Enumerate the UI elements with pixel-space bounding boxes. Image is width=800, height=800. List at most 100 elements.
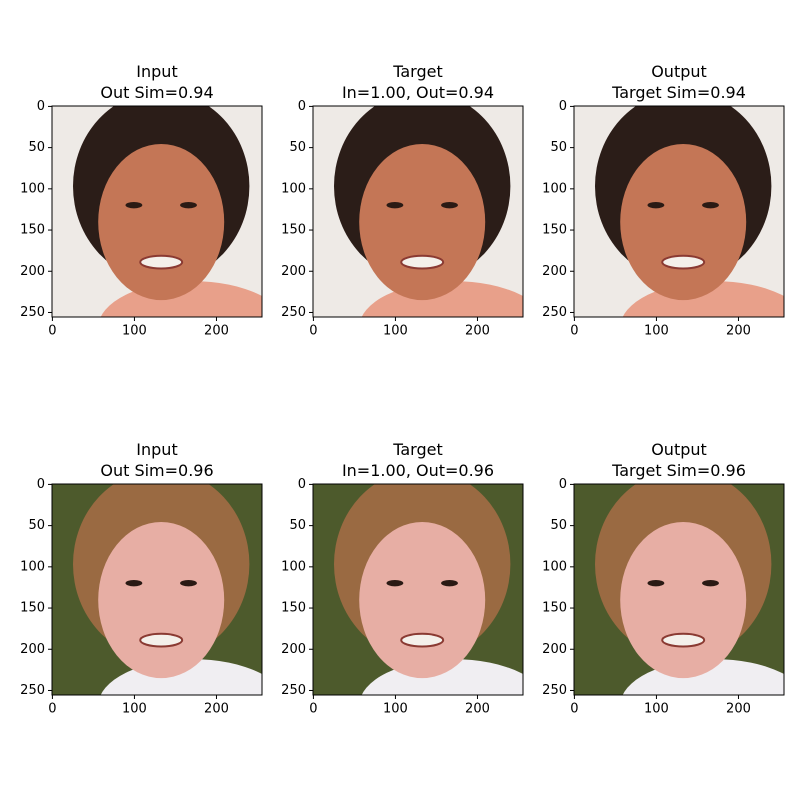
y-tick-label: 150: [281, 601, 306, 616]
x-tick-label: 0: [48, 702, 56, 717]
subplot-title: Output: [651, 62, 707, 81]
subplot-title: Target: [392, 440, 443, 459]
y-tick-label: 0: [559, 477, 567, 492]
eye: [125, 580, 143, 587]
face: [620, 521, 747, 679]
y-tick-label: 200: [20, 642, 45, 657]
y-tick-label: 50: [28, 140, 45, 155]
subplot-title: Target: [392, 62, 443, 81]
y-tick-label: 200: [20, 264, 45, 279]
eye: [125, 202, 143, 209]
y-tick-label: 150: [20, 601, 45, 616]
x-tick-label: 0: [48, 324, 56, 339]
y-tick-label: 50: [289, 140, 306, 155]
eye: [702, 580, 719, 587]
image: [313, 106, 523, 317]
x-tick-label: 100: [122, 702, 147, 717]
subplot-subtitle: In=1.00, Out=0.94: [342, 83, 494, 102]
mouth: [400, 632, 445, 648]
axes-frame: [312, 483, 524, 696]
face: [359, 521, 486, 679]
y-tick-label: 0: [298, 477, 306, 492]
axes-frame: [573, 105, 785, 318]
x-tick-label: 100: [122, 324, 147, 339]
y-tick-label: 100: [20, 559, 45, 574]
y-tick-label: 50: [550, 140, 567, 155]
face: [359, 143, 486, 301]
x-tick-label: 100: [383, 324, 408, 339]
subplot-subtitle: Out Sim=0.96: [100, 461, 213, 480]
y-tick-label: 200: [281, 264, 306, 279]
y-tick-label: 250: [542, 683, 567, 698]
x-tick-label: 200: [726, 702, 751, 717]
y-tick-label: 250: [20, 305, 45, 320]
x-tick-label: 0: [309, 324, 317, 339]
x-tick-label: 200: [726, 324, 751, 339]
mouth: [661, 632, 706, 648]
y-tick-label: 200: [281, 642, 306, 657]
mouth: [139, 632, 184, 648]
axes-frame: [51, 483, 263, 696]
axes-frame: [573, 483, 785, 696]
face: [620, 143, 747, 301]
eye: [702, 202, 719, 209]
y-tick-label: 250: [281, 683, 306, 698]
image: [313, 484, 523, 695]
y-tick-label: 150: [281, 223, 306, 238]
y-tick-label: 50: [550, 518, 567, 533]
y-tick-label: 250: [20, 683, 45, 698]
image: [574, 484, 784, 695]
y-tick-label: 100: [281, 559, 306, 574]
x-tick-label: 100: [644, 324, 669, 339]
y-tick-label: 50: [28, 518, 45, 533]
mouth: [400, 254, 445, 270]
subplot-subtitle: Out Sim=0.94: [100, 83, 213, 102]
y-tick-label: 100: [542, 181, 567, 196]
image: [52, 106, 262, 317]
image: [574, 106, 784, 317]
image: [52, 484, 262, 695]
subplot-subtitle: Target Sim=0.96: [611, 461, 746, 480]
x-tick-label: 0: [309, 702, 317, 717]
y-tick-label: 50: [289, 518, 306, 533]
y-tick-label: 0: [298, 99, 306, 114]
y-tick-label: 100: [542, 559, 567, 574]
y-tick-label: 150: [542, 223, 567, 238]
x-tick-label: 0: [570, 324, 578, 339]
axes-frame: [51, 105, 263, 318]
x-tick-label: 200: [204, 324, 229, 339]
eye: [647, 202, 665, 209]
y-tick-label: 250: [281, 305, 306, 320]
eye: [647, 580, 665, 587]
y-tick-label: 150: [542, 601, 567, 616]
eye: [441, 580, 458, 587]
x-tick-label: 100: [644, 702, 669, 717]
eye: [180, 202, 197, 209]
y-tick-label: 0: [559, 99, 567, 114]
eye: [386, 202, 404, 209]
eye: [441, 202, 458, 209]
subplot-subtitle: In=1.00, Out=0.96: [342, 461, 494, 480]
face: [98, 521, 225, 679]
y-tick-label: 0: [37, 477, 45, 492]
x-tick-label: 0: [570, 702, 578, 717]
subplot-title: Output: [651, 440, 707, 459]
subplot-title: Input: [136, 440, 177, 459]
x-tick-label: 200: [465, 702, 490, 717]
subplot-subtitle: Target Sim=0.94: [611, 83, 746, 102]
y-tick-label: 200: [542, 264, 567, 279]
x-tick-label: 100: [383, 702, 408, 717]
y-tick-label: 100: [20, 181, 45, 196]
subplot-title: Input: [136, 62, 177, 81]
mouth: [139, 254, 184, 270]
eye: [180, 580, 197, 587]
mouth: [661, 254, 706, 270]
face: [98, 143, 225, 301]
x-tick-label: 200: [465, 324, 490, 339]
axes-frame: [312, 105, 524, 318]
eye: [386, 580, 404, 587]
y-tick-label: 150: [20, 223, 45, 238]
y-tick-label: 200: [542, 642, 567, 657]
y-tick-label: 250: [542, 305, 567, 320]
